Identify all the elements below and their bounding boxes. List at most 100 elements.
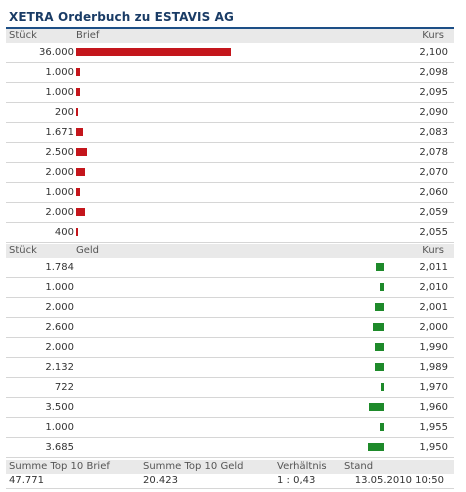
ask-qty: 2.000: [45, 207, 74, 218]
ask-qty: 200: [54, 107, 74, 118]
bid-qty: 1.000: [45, 422, 74, 433]
bid-price: 1,960: [419, 402, 448, 413]
title-divider: [6, 27, 454, 29]
bid-price: 1,955: [419, 422, 448, 433]
summary-label-stand: Stand: [344, 461, 374, 472]
ask-volume-bar: [76, 48, 231, 56]
summary-values: 47.771 20.423 1 : 0,43 13.05.2010 10:50: [6, 474, 454, 488]
ask-volume-bar: [76, 148, 87, 156]
ask-header-qty: Stück: [9, 30, 37, 41]
bid-price: 1,989: [419, 362, 448, 373]
bid-row: 722 1,970: [6, 378, 454, 398]
bid-volume-bar: [375, 343, 384, 351]
bid-volume-bar: [369, 403, 384, 411]
ask-volume-bar: [76, 168, 85, 176]
ask-price: 2,098: [419, 67, 448, 78]
bid-qty: 2.000: [45, 302, 74, 313]
ask-price: 2,070: [419, 167, 448, 178]
ask-price: 2,059: [419, 207, 448, 218]
ask-header-price: Kurs: [422, 30, 444, 41]
bid-row: 2.600 2,000: [6, 318, 454, 338]
bid-qty: 2.600: [45, 322, 74, 333]
ask-row: 2.500 2,078: [6, 143, 454, 163]
bid-volume-bar: [373, 323, 384, 331]
ask-row: 1.671 2,083: [6, 123, 454, 143]
page-title: XETRA Orderbuch zu ESTAVIS AG: [9, 10, 234, 24]
summary-value-brief: 47.771: [9, 475, 44, 486]
ask-volume-bar: [76, 228, 78, 236]
ask-qty: 1.000: [45, 87, 74, 98]
ask-price: 2,078: [419, 147, 448, 158]
ask-qty: 2.000: [45, 167, 74, 178]
bid-row: 2.000 1,990: [6, 338, 454, 358]
ask-price: 2,060: [419, 187, 448, 198]
bid-price: 1,950: [419, 442, 448, 453]
bid-qty: 2.132: [45, 362, 74, 373]
bid-qty: 722: [54, 382, 74, 393]
bid-row: 2.132 1,989: [6, 358, 454, 378]
bid-volume-bar: [368, 443, 384, 451]
ask-header: Stück Brief Kurs: [6, 29, 454, 43]
ask-row: 2.000 2,059: [6, 203, 454, 223]
ask-row: 1.000 2,098: [6, 63, 454, 83]
ask-volume-bar: [76, 68, 80, 76]
ask-row: 200 2,090: [6, 103, 454, 123]
ask-row: 2.000 2,070: [6, 163, 454, 183]
ask-qty: 1.671: [45, 127, 74, 138]
bid-header-side: Geld: [76, 245, 100, 256]
ask-qty: 400: [54, 227, 74, 238]
ask-row: 400 2,055: [6, 223, 454, 243]
bid-row: 1.784 2,011: [6, 258, 454, 278]
bid-qty: 3.500: [45, 402, 74, 413]
bid-qty: 1.000: [45, 282, 74, 293]
ask-price: 2,100: [419, 47, 448, 58]
bid-header-price: Kurs: [422, 245, 444, 256]
summary-label-brief: Summe Top 10 Brief: [9, 461, 110, 472]
ask-row: 36.000 2,100: [6, 43, 454, 63]
bid-header-qty: Stück: [9, 245, 37, 256]
bid-price: 1,990: [419, 342, 448, 353]
bid-price: 2,010: [419, 282, 448, 293]
bid-qty: 3.685: [45, 442, 74, 453]
ask-price: 2,090: [419, 107, 448, 118]
ask-qty: 1.000: [45, 187, 74, 198]
bid-volume-bar: [381, 383, 384, 391]
bid-volume-bar: [375, 363, 384, 371]
summary-value-geld: 20.423: [143, 475, 178, 486]
bid-qty: 2.000: [45, 342, 74, 353]
ask-qty: 1.000: [45, 67, 74, 78]
ask-row: 1.000 2,095: [6, 83, 454, 103]
bid-volume-bar: [380, 423, 384, 431]
summary-label-ratio: Verhältnis: [277, 461, 327, 472]
bid-volume-bar: [380, 283, 384, 291]
bid-row: 3.500 1,960: [6, 398, 454, 418]
ask-volume-bar: [76, 108, 78, 116]
bid-qty: 1.784: [45, 262, 74, 273]
bid-price: 2,011: [419, 262, 448, 273]
summary-value-ratio: 1 : 0,43: [277, 475, 316, 486]
bid-volume-bar: [376, 263, 384, 271]
bid-price: 2,001: [419, 302, 448, 313]
ask-volume-bar: [76, 128, 83, 136]
ask-row: 1.000 2,060: [6, 183, 454, 203]
ask-volume-bar: [76, 208, 85, 216]
bottom-divider: [6, 488, 454, 489]
bid-row: 1.000 2,010: [6, 278, 454, 298]
bid-row: 3.685 1,950: [6, 438, 454, 458]
ask-volume-bar: [76, 88, 80, 96]
bid-row: 1.000 1,955: [6, 418, 454, 438]
bid-price: 1,970: [419, 382, 448, 393]
ask-price: 2,055: [419, 227, 448, 238]
summary-value-stand: 13.05.2010 10:50: [354, 475, 444, 486]
ask-qty: 36.000: [39, 47, 74, 58]
summary-header: Summe Top 10 Brief Summe Top 10 Geld Ver…: [6, 460, 454, 474]
ask-qty: 2.500: [45, 147, 74, 158]
summary-label-geld: Summe Top 10 Geld: [143, 461, 244, 472]
bid-volume-bar: [375, 303, 384, 311]
bid-row: 2.000 2,001: [6, 298, 454, 318]
ask-price: 2,095: [419, 87, 448, 98]
ask-price: 2,083: [419, 127, 448, 138]
ask-volume-bar: [76, 188, 80, 196]
ask-header-side: Brief: [76, 30, 100, 41]
